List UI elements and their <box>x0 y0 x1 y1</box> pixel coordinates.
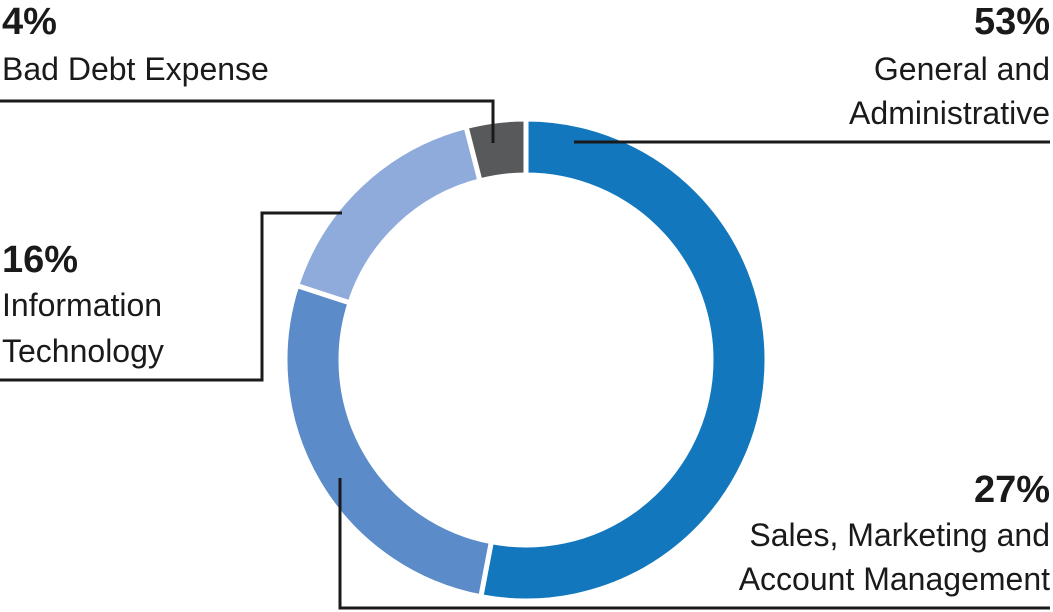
slice-percent-information-technology: 16% <box>2 239 78 281</box>
label-sales-marketing: 27% Sales, Marketing and Account Managem… <box>739 469 1050 597</box>
label-general-administrative: 53% General and Administrative <box>849 1 1050 131</box>
slice-percent-general-administrative: 53% <box>974 1 1050 43</box>
slice-label-sales-marketing-line1: Sales, Marketing and <box>749 517 1050 553</box>
donut-slice-general-administrative <box>477 116 770 604</box>
label-information-technology: 16% Information Technology <box>2 239 164 369</box>
label-bad-debt-expense: 4% Bad Debt Expense <box>2 1 269 87</box>
slice-label-bad-debt-expense-line1: Bad Debt Expense <box>2 51 269 87</box>
slice-percent-sales-marketing: 27% <box>974 469 1050 511</box>
donut-slices <box>282 116 770 604</box>
leader-line-bad-debt-expense <box>0 99 495 143</box>
slice-label-general-administrative-line2: Administrative <box>849 95 1050 131</box>
leader-line-sales-marketing <box>338 478 1050 610</box>
slice-label-information-technology-line2: Technology <box>2 333 164 369</box>
leader-lines <box>0 99 1050 610</box>
slice-label-information-technology-line1: Information <box>2 287 162 323</box>
slice-label-sales-marketing-line2: Account Management <box>739 561 1050 597</box>
donut-slice-sales-marketing <box>282 282 495 600</box>
slice-percent-bad-debt-expense: 4% <box>2 1 57 43</box>
donut-slice-information-technology <box>293 123 484 306</box>
donut-slice-bad-debt-expense <box>463 116 529 184</box>
leader-line-information-technology <box>0 211 342 382</box>
slice-label-general-administrative-line1: General and <box>874 51 1050 87</box>
